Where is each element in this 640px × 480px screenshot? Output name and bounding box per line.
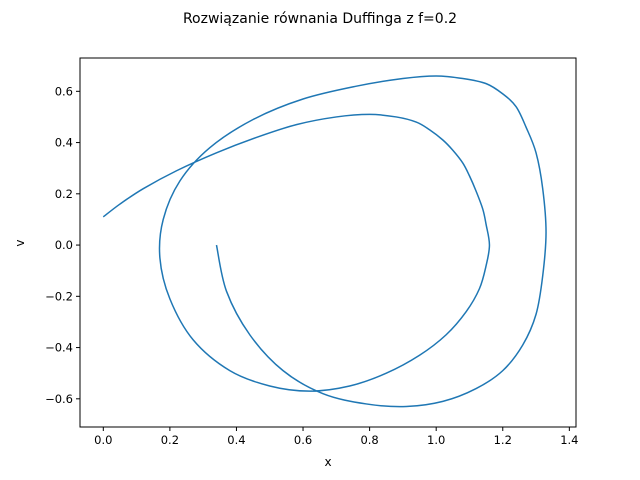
x-tick-label: 1.2 bbox=[494, 433, 512, 447]
plot-frame bbox=[79, 57, 577, 428]
x-tick-label: 0.0 bbox=[94, 433, 112, 447]
chart-title: Rozwiązanie równania Duffinga z f=0.2 bbox=[183, 11, 457, 27]
y-tick-label: −0.6 bbox=[45, 392, 73, 406]
y-tick-label: −0.4 bbox=[45, 341, 73, 355]
y-tick-label: 0.6 bbox=[55, 84, 73, 98]
y-tick-label: 0.2 bbox=[55, 187, 73, 201]
x-tick-label: 0.2 bbox=[161, 433, 179, 447]
y-tick-label: −0.2 bbox=[45, 289, 73, 303]
y-axis-ticks: −0.6 −0.4 −0.2 0.0 0.2 0.4 0.6 bbox=[45, 84, 80, 406]
x-tick-label: 1.0 bbox=[427, 433, 445, 447]
x-axis-label: x bbox=[324, 455, 331, 469]
y-axis-label: v bbox=[13, 239, 27, 246]
x-tick-label: 0.8 bbox=[360, 433, 378, 447]
y-tick-label: 0.4 bbox=[55, 136, 73, 150]
y-tick-label: 0.0 bbox=[55, 238, 73, 252]
x-tick-label: 0.4 bbox=[227, 433, 245, 447]
curve-layer bbox=[102, 75, 547, 408]
x-axis-ticks: 0.0 0.2 0.4 0.6 0.8 1.0 1.2 1.4 bbox=[94, 427, 578, 447]
trajectory-line-0 bbox=[102, 75, 547, 408]
x-tick-label: 0.6 bbox=[294, 433, 312, 447]
x-tick-label: 1.4 bbox=[560, 433, 578, 447]
